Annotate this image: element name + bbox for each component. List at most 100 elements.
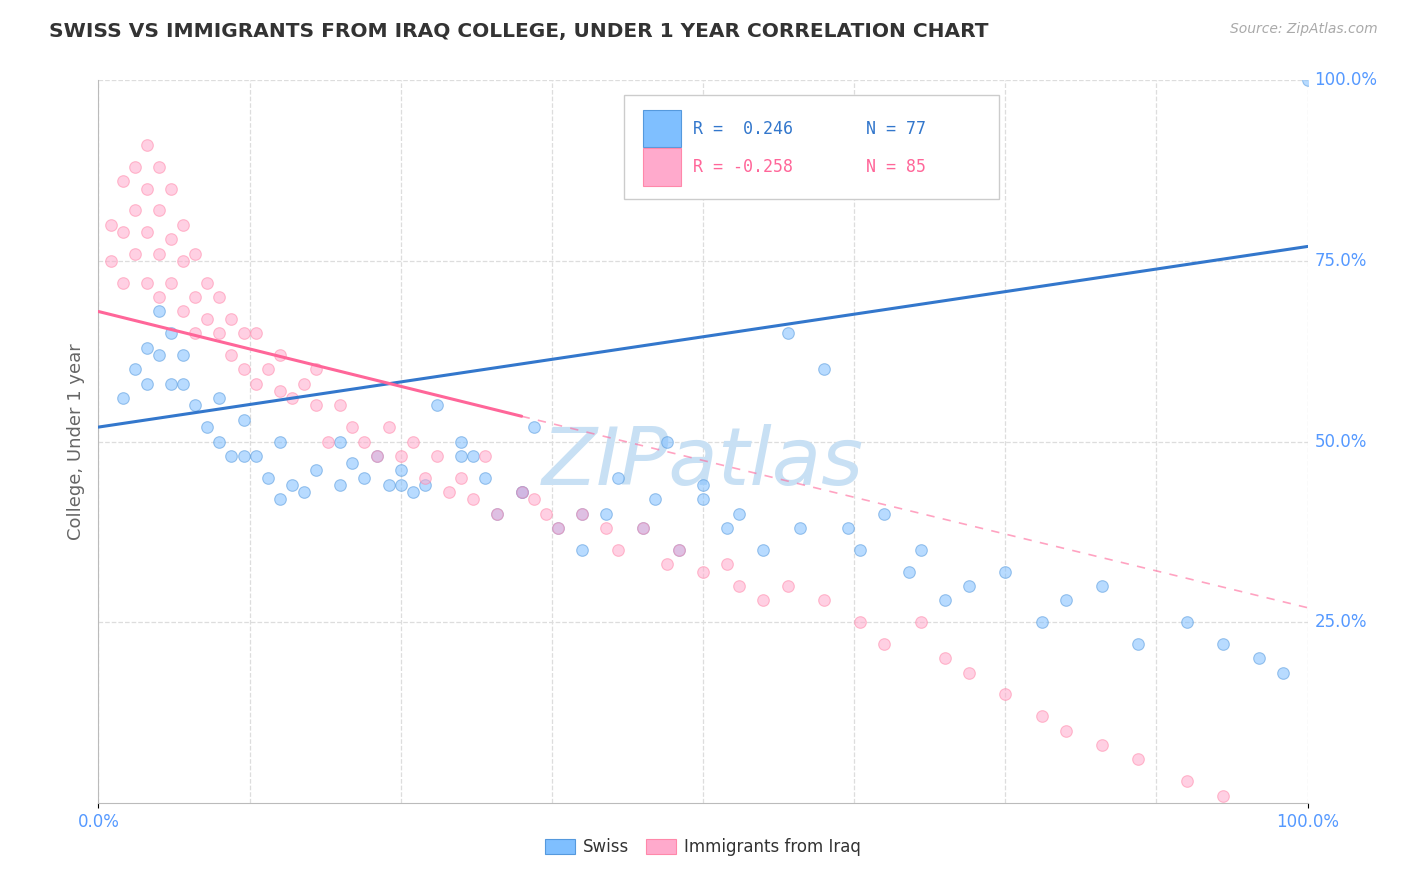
Point	[607, 470, 630, 484]
Point	[292, 376, 315, 391]
Text: Source: ZipAtlas.com: Source: ZipAtlas.com	[1230, 22, 1378, 37]
Point	[172, 253, 194, 268]
Point	[1212, 789, 1234, 803]
Point	[366, 449, 388, 463]
Point	[957, 665, 980, 680]
Point	[631, 521, 654, 535]
Point	[148, 160, 170, 174]
Point	[281, 391, 304, 405]
Point	[510, 485, 533, 500]
Point	[402, 434, 425, 449]
Point	[148, 348, 170, 362]
Point	[353, 434, 375, 449]
Point	[1091, 738, 1114, 752]
Point	[474, 449, 496, 463]
Point	[221, 449, 243, 463]
Point	[752, 593, 775, 607]
Point	[256, 470, 278, 484]
Point	[292, 485, 315, 500]
Point	[1128, 752, 1150, 766]
Point	[160, 376, 183, 391]
Text: ZIPatlas: ZIPatlas	[541, 425, 865, 502]
Point	[994, 565, 1017, 579]
Point	[221, 311, 243, 326]
Point	[245, 376, 267, 391]
Point	[389, 449, 412, 463]
Point	[172, 376, 194, 391]
Point	[897, 565, 920, 579]
Point	[595, 507, 617, 521]
Point	[329, 478, 352, 492]
Point	[208, 326, 231, 340]
Point	[184, 290, 207, 304]
Point	[100, 218, 122, 232]
Text: N = 77: N = 77	[866, 120, 927, 137]
Point	[124, 160, 146, 174]
Point	[245, 449, 267, 463]
Point	[534, 507, 557, 521]
Point	[413, 478, 436, 492]
Point	[160, 182, 183, 196]
Text: 25.0%: 25.0%	[1315, 613, 1367, 632]
Point	[256, 362, 278, 376]
Point	[692, 492, 714, 507]
Point	[269, 384, 291, 398]
Point	[728, 507, 751, 521]
Text: 100.0%: 100.0%	[1315, 71, 1378, 89]
Point	[402, 485, 425, 500]
Point	[208, 391, 231, 405]
Point	[910, 542, 932, 557]
Point	[1175, 615, 1198, 630]
Point	[195, 311, 218, 326]
FancyBboxPatch shape	[643, 110, 682, 147]
Point	[329, 398, 352, 412]
Point	[195, 276, 218, 290]
Point	[148, 304, 170, 318]
Point	[389, 478, 412, 492]
Point	[437, 485, 460, 500]
Point	[813, 362, 835, 376]
Point	[160, 326, 183, 340]
Point	[668, 542, 690, 557]
Point	[269, 348, 291, 362]
Point	[910, 615, 932, 630]
Point	[124, 246, 146, 260]
Point	[486, 507, 509, 521]
Point	[111, 174, 134, 188]
Point	[716, 558, 738, 572]
Point	[1031, 615, 1053, 630]
Point	[1175, 774, 1198, 789]
Point	[631, 521, 654, 535]
Point	[813, 593, 835, 607]
Point	[1091, 579, 1114, 593]
Point	[728, 579, 751, 593]
Point	[172, 218, 194, 232]
Point	[668, 542, 690, 557]
Point	[873, 507, 896, 521]
Point	[124, 362, 146, 376]
Point	[135, 376, 157, 391]
Point	[160, 276, 183, 290]
Text: SWISS VS IMMIGRANTS FROM IRAQ COLLEGE, UNDER 1 YEAR CORRELATION CHART: SWISS VS IMMIGRANTS FROM IRAQ COLLEGE, U…	[49, 22, 988, 41]
Point	[547, 521, 569, 535]
Point	[232, 449, 254, 463]
Point	[232, 362, 254, 376]
Point	[148, 246, 170, 260]
Point	[510, 485, 533, 500]
Point	[849, 542, 872, 557]
Point	[873, 637, 896, 651]
Point	[111, 391, 134, 405]
Point	[342, 456, 364, 470]
Point	[644, 492, 666, 507]
Point	[366, 449, 388, 463]
Point	[111, 225, 134, 239]
Point	[195, 420, 218, 434]
Point	[837, 521, 859, 535]
Point	[692, 565, 714, 579]
Point	[269, 434, 291, 449]
FancyBboxPatch shape	[624, 95, 1000, 200]
Point	[329, 434, 352, 449]
Point	[426, 398, 449, 412]
Point	[463, 492, 485, 507]
Point	[377, 420, 399, 434]
